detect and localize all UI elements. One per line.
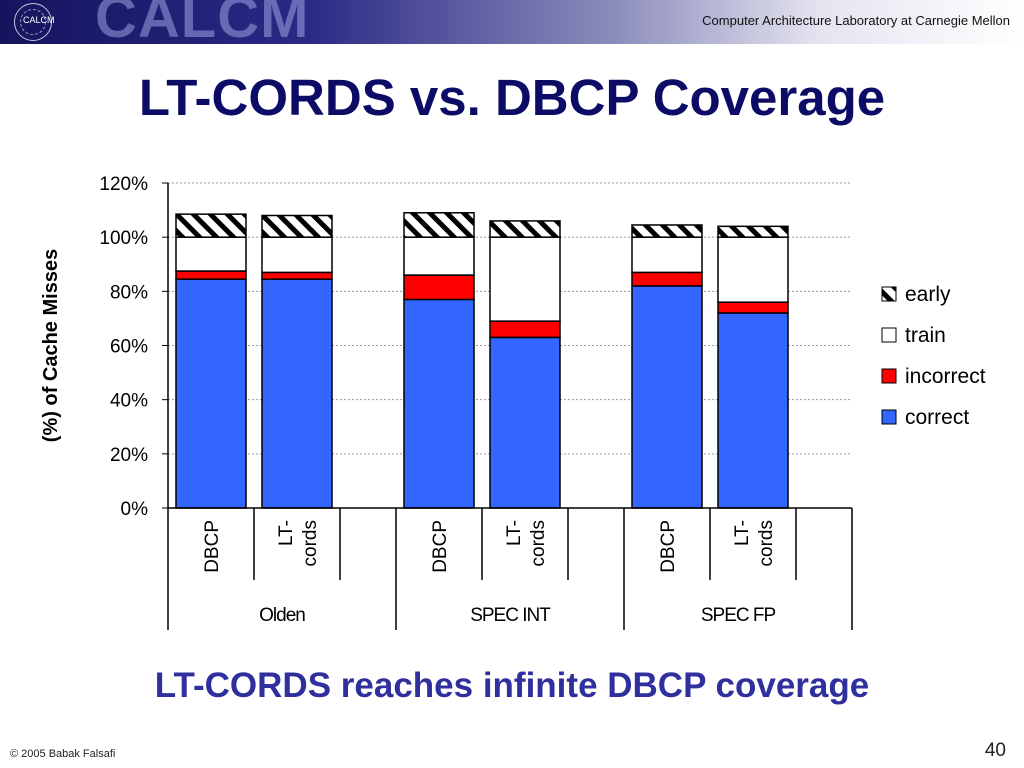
x-group-label: SPEC INT	[470, 605, 551, 626]
bar-early	[489, 220, 561, 238]
x-category-label: LT-cords	[276, 520, 321, 566]
legend-swatch-train	[881, 327, 897, 343]
bar-incorrect	[175, 270, 247, 280]
bar-early	[175, 213, 247, 238]
logo-small-text: CALCM	[23, 15, 55, 25]
coverage-chart: 0% 20% 40% 60% 80% 100% 120% (%) of Cache Misse…	[40, 174, 986, 630]
page-number: 40	[984, 740, 1006, 761]
copyright: © 2005 Babak Falsafi	[10, 748, 116, 760]
bar-train	[403, 236, 475, 276]
bar-incorrect	[717, 301, 789, 314]
x-group-label: Olden	[259, 605, 305, 626]
bar-train	[631, 236, 703, 274]
bar-early	[261, 214, 333, 238]
y-tick-label: 80%	[110, 282, 148, 303]
bar-correct	[175, 278, 247, 509]
y-tick-label: 120%	[99, 174, 148, 195]
bar-correct	[489, 336, 561, 509]
legend-label-correct: correct	[905, 406, 969, 429]
y-axis-label: (%) of Cache Misses	[40, 249, 62, 442]
lab-name: Computer Architecture Laboratory at Carn…	[702, 13, 1010, 28]
bar-correct	[717, 312, 789, 509]
slide-header: CALCM CALCM Computer Architecture Labora…	[0, 0, 1024, 50]
bar-train	[175, 236, 247, 272]
bar-early	[631, 224, 703, 238]
bar-train	[261, 236, 333, 274]
bar-train	[489, 236, 561, 322]
y-tick-label: 0%	[121, 499, 149, 520]
legend-swatch-incorrect	[881, 368, 897, 384]
legend-label-early: early	[905, 283, 951, 306]
bar-early	[403, 212, 475, 238]
bar-incorrect	[631, 271, 703, 287]
bar-correct	[403, 298, 475, 509]
y-tick-label: 60%	[110, 337, 148, 358]
y-tick-label: 100%	[99, 228, 148, 249]
x-category-label: LT-cords	[732, 520, 777, 566]
y-tick-label: 20%	[110, 445, 148, 466]
x-group-label: SPEC FP	[701, 605, 776, 626]
legend-label-train: train	[905, 324, 946, 347]
slide-subtitle: LT-CORDS reaches infinite DBCP coverage	[154, 666, 870, 705]
x-category-label: DBCP	[430, 520, 451, 573]
bar-incorrect	[403, 274, 475, 301]
bar-incorrect	[489, 320, 561, 339]
calcm-logo-icon	[14, 3, 52, 41]
slide-title: LT-CORDS vs. DBCP Coverage	[138, 69, 886, 126]
bar-correct	[631, 285, 703, 509]
logo-watermark-text: CALCM	[95, 0, 310, 50]
bar-early	[717, 225, 789, 238]
bar-incorrect	[261, 271, 333, 280]
bar-correct	[261, 278, 333, 509]
x-category-label: DBCP	[202, 520, 223, 573]
x-category-label: LT-cords	[504, 520, 549, 566]
bar-train	[717, 236, 789, 303]
y-tick-label: 40%	[110, 391, 148, 412]
legend-label-incorrect: incorrect	[905, 365, 986, 388]
legend-swatch-early	[881, 286, 897, 302]
x-category-label: DBCP	[658, 520, 679, 573]
legend-swatch-correct	[881, 409, 897, 425]
